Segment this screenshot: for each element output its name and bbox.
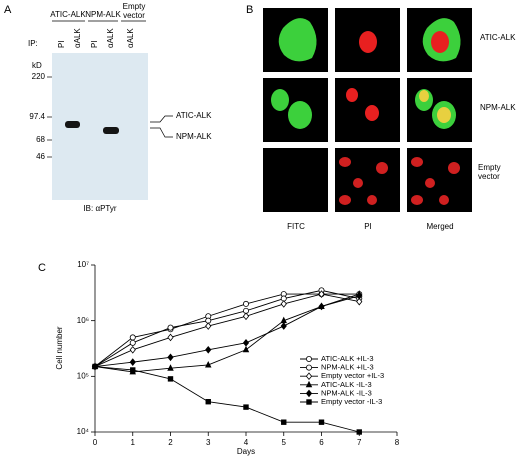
row-label: ATIC-ALK	[480, 33, 516, 42]
marker	[356, 429, 362, 435]
legend-marker	[306, 399, 312, 405]
band	[65, 121, 80, 128]
x-tick-label: 2	[168, 438, 173, 447]
legend-marker	[305, 389, 313, 398]
group-label: NPM-ALK	[85, 10, 121, 19]
marker	[167, 353, 174, 362]
panel-label: A	[4, 4, 12, 16]
marker	[129, 345, 136, 354]
marker	[242, 345, 250, 353]
series-line	[94, 293, 360, 367]
legend-label: ATIC-ALK -IL-3	[321, 380, 372, 389]
series-line	[94, 293, 360, 367]
column-label: Merged	[426, 222, 453, 231]
legend-label: NPM-ALK -IL-3	[321, 388, 372, 397]
marker-label: 220	[32, 72, 46, 81]
series-line	[94, 366, 360, 433]
marker	[167, 324, 174, 331]
legend-label: Empty vector +IL-3	[321, 371, 384, 380]
column-label: FITC	[287, 222, 305, 231]
legend-label: NPM-ALK +IL-3	[321, 363, 374, 372]
y-tick-label: 10⁴	[77, 427, 90, 436]
y-tick-label: 10⁶	[77, 316, 89, 325]
marker	[205, 399, 211, 405]
kd-label: kD	[32, 61, 42, 70]
row-label: Empty vector	[478, 163, 501, 181]
x-tick-label: 8	[395, 438, 400, 447]
band-label: ATIC-ALK	[176, 111, 212, 120]
marker	[130, 367, 136, 373]
marker	[167, 333, 174, 342]
marker	[167, 376, 174, 382]
group-label: ATIC-ALK	[50, 10, 86, 19]
lane-label: PI	[57, 40, 66, 48]
lane-label: αALK	[126, 28, 135, 48]
band	[103, 127, 119, 134]
marker	[318, 290, 325, 298]
row-label: NPM-ALK	[480, 103, 516, 112]
x-tick-label: 1	[131, 438, 136, 447]
marker	[242, 312, 250, 321]
x-tick-label: 4	[244, 438, 249, 447]
y-tick-label: 10⁷	[77, 260, 89, 269]
marker	[318, 419, 325, 425]
marker	[356, 297, 363, 306]
band-label: NPM-ALK	[176, 132, 212, 141]
marker	[92, 363, 98, 370]
marker	[280, 322, 287, 330]
x-tick-label: 7	[357, 438, 362, 447]
marker	[129, 358, 136, 366]
marker	[242, 338, 250, 347]
panel-label: C	[38, 262, 46, 274]
series-line	[94, 289, 360, 367]
marker-label: 97.4	[29, 112, 45, 121]
lane-label: αALK	[73, 28, 82, 48]
marker	[129, 339, 136, 346]
marker-ticks	[47, 76, 173, 158]
x-tick-label: 5	[282, 438, 287, 447]
marker	[280, 300, 287, 308]
ip-label: IP:	[28, 39, 38, 48]
legend-label: Empty vector -IL-3	[321, 397, 382, 406]
blot-label: IB: αPTyr	[83, 204, 116, 213]
marker	[167, 364, 174, 371]
marker	[242, 300, 249, 307]
marker	[356, 291, 363, 300]
marker	[243, 404, 249, 410]
legend-label: ATIC-ALK +IL-3	[321, 354, 374, 363]
x-tick-label: 6	[319, 438, 324, 447]
group-label: Empty vector	[122, 2, 146, 20]
series-line	[94, 295, 360, 367]
marker-label: 46	[36, 152, 45, 161]
panel-label: B	[246, 4, 253, 16]
x-tick-label: 0	[93, 438, 98, 447]
legend-marker	[305, 355, 312, 362]
marker	[205, 322, 212, 330]
marker	[205, 360, 212, 368]
micrographs	[263, 8, 472, 212]
y-axis-label: Cell number	[55, 326, 64, 369]
marker-label: 68	[36, 135, 45, 144]
column-label: PI	[364, 222, 372, 231]
marker	[318, 302, 325, 311]
x-axis-label: Days	[237, 447, 255, 456]
legend-marker	[305, 364, 312, 371]
marker	[281, 419, 287, 425]
marker	[205, 345, 212, 354]
lane-label: αALK	[106, 28, 115, 48]
legend-marker	[305, 372, 313, 381]
lane-label: PI	[90, 40, 99, 48]
x-tick-label: 3	[206, 438, 211, 447]
marker	[129, 334, 136, 341]
y-tick-label: 10⁵	[77, 371, 89, 380]
legend-marker	[305, 380, 313, 388]
